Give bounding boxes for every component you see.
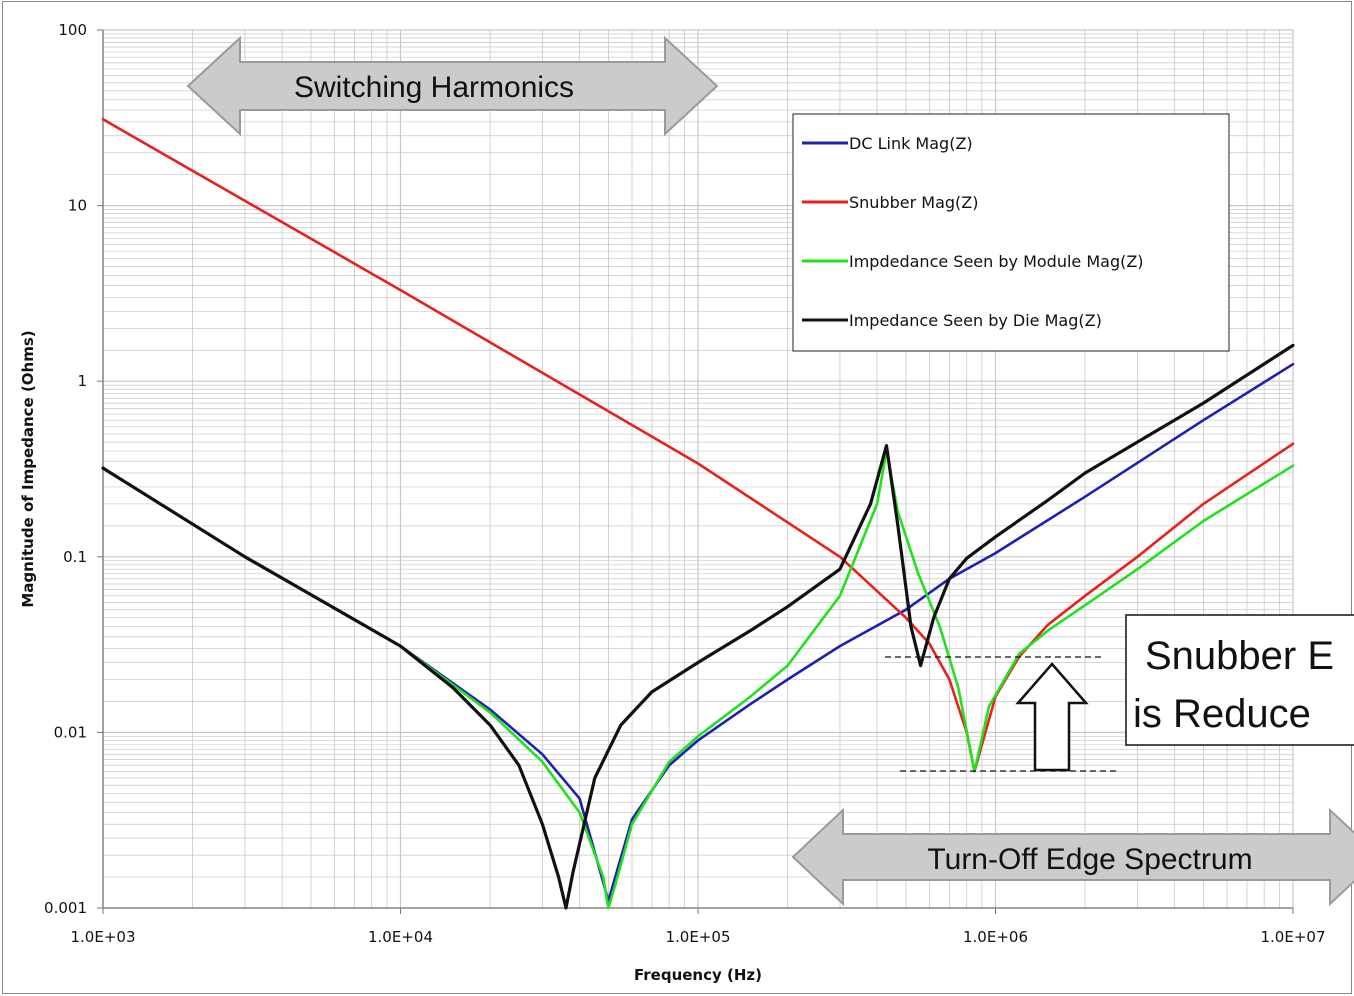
series-line-4 [101,343,1295,910]
legend-label-2: Snubber Mag(Z) [849,193,978,212]
y-tick-label: 0.1 [63,548,87,566]
x-tick-label: 1.0E+06 [963,928,1028,946]
axes: 1.0E+03 1.0E+04 1.0E+05 1.0E+06 1.0E+0710010… [19,21,1326,984]
y-axis-title: Magnitude of Impedance (Ohms) [19,330,37,607]
snubber-textbox [1125,614,1354,746]
legend: DC Link Mag(Z) Snubber Mag(Z) Impdedance S… [792,113,1230,352]
legend-label-1: DC Link Mag(Z) [849,134,973,153]
turn-off-edge-label: Turn-Off Edge Spectrum [927,843,1252,876]
switching-harmonics-arrow-shape [186,35,719,137]
legend-box [792,113,1230,352]
x-tick-label: 1.0E+03 [71,928,136,946]
turn-off-edge-arrow: Turn-Off Edge Spectrum [791,807,1354,907]
x-tick-label: 1.0E+07 [1261,928,1326,946]
y-tick-label: 0.01 [54,723,87,741]
x-tick-label: 1.0E+05 [666,928,731,946]
x-axis-title: Frequency (Hz) [634,966,762,984]
snubber-text-line1: Snubber E [1145,634,1334,678]
turn-off-edge-arrow-shape [791,807,1354,907]
y-tick-label: 10 [68,197,87,215]
y-tick-label: 0.001 [44,899,87,917]
legend-label-4: Impedance Seen by Die Mag(Z) [849,311,1102,330]
switching-harmonics-label: Switching Harmonics [294,71,574,104]
y-tick-label: 1 [77,372,87,390]
legend-label-3: Impdedance Seen by Module Mag(Z) [849,252,1144,271]
snubber-text-line2: is Reduce [1133,692,1311,736]
snubber-callout: Snubber E is Reduce [885,614,1354,772]
series-line-1 [101,362,1295,902]
x-tick-label: 1.0E+04 [368,928,433,946]
switching-harmonics-arrow: Switching Harmonics [186,35,719,137]
series-line-3 [101,449,1295,910]
y-tick-label: 100 [58,21,87,39]
up-arrow-icon [1015,662,1089,772]
